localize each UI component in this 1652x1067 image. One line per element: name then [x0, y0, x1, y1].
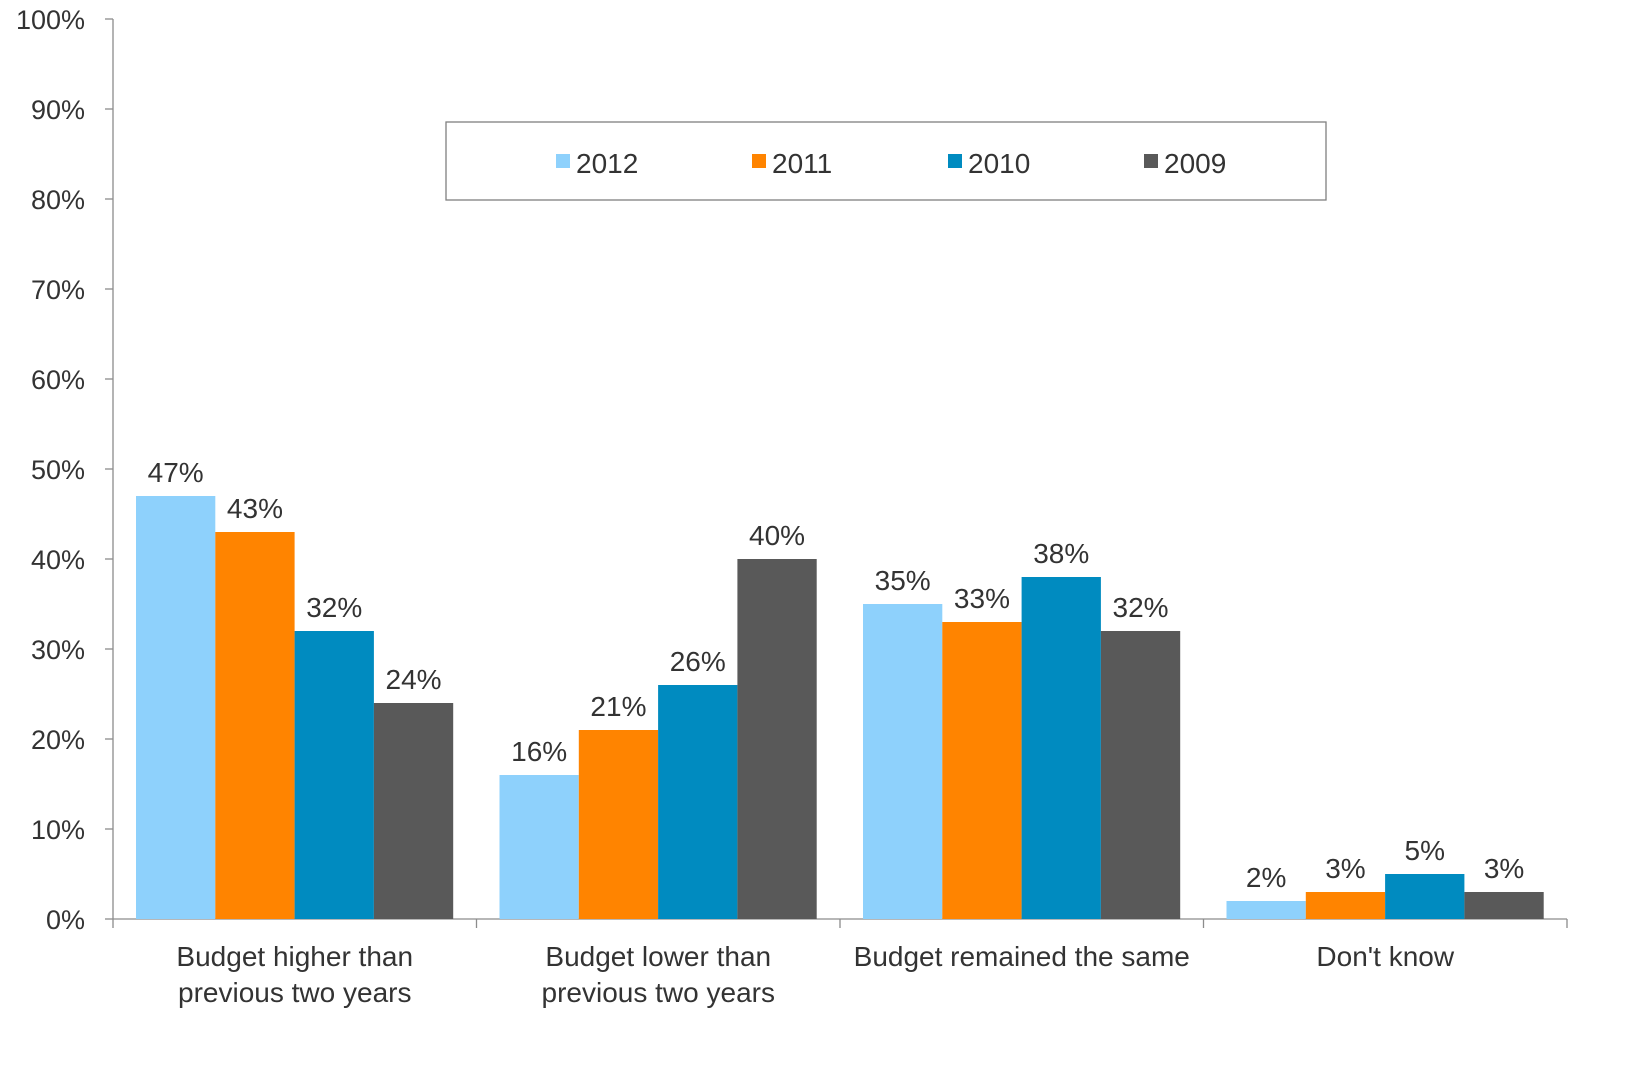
legend-label-2009: 2009 — [1164, 148, 1226, 179]
category-label: Budget remained the same — [854, 941, 1190, 972]
bar-2010-3 — [1385, 874, 1465, 919]
legend-swatch-2009 — [1144, 154, 1158, 168]
data-label: 3% — [1325, 853, 1365, 884]
legend-box — [445, 121, 1327, 201]
y-tick-label: 40% — [31, 545, 85, 575]
bar-2009-0 — [373, 703, 454, 919]
y-tick-label: 10% — [31, 815, 85, 845]
bar-2009-1 — [737, 559, 817, 919]
y-tick-label: 20% — [31, 725, 85, 755]
bar-2010-2 — [1021, 577, 1101, 919]
y-tick-label: 0% — [46, 905, 85, 935]
y-tick-label: 30% — [31, 635, 85, 665]
legend-label-2012: 2012 — [576, 148, 638, 179]
y-tick-label: 90% — [31, 95, 85, 125]
data-label: 32% — [306, 592, 362, 623]
data-label: 3% — [1484, 853, 1524, 884]
category-label: Budget lower than previous two years — [542, 941, 775, 1008]
bar-2012-0 — [136, 496, 216, 919]
category-label: Don't know — [1316, 941, 1454, 972]
bar-2010-1 — [658, 685, 738, 919]
data-label: 40% — [749, 520, 805, 551]
bar-2012-3 — [1226, 901, 1306, 919]
bar-2012-2 — [863, 604, 943, 919]
legend-swatch-2010 — [948, 154, 962, 168]
bar-2009-3 — [1464, 892, 1544, 919]
bar-2012-1 — [499, 775, 579, 919]
y-tick-label: 70% — [31, 275, 85, 305]
data-label: 33% — [954, 583, 1010, 614]
y-tick-label: 60% — [31, 365, 85, 395]
y-tick-label: 50% — [31, 455, 85, 485]
data-label: 35% — [875, 565, 931, 596]
bar-2010-0 — [294, 631, 374, 919]
y-tick-label: 80% — [31, 185, 85, 215]
bar-2011-1 — [578, 730, 659, 919]
data-label: 24% — [386, 664, 442, 695]
data-label: 47% — [148, 457, 204, 488]
legend-label-2011: 2011 — [772, 148, 832, 179]
legend-swatch-2011 — [752, 154, 766, 168]
data-label: 26% — [670, 646, 726, 677]
data-label: 38% — [1033, 538, 1089, 569]
category-label: Budget higher than previous two years — [176, 941, 413, 1008]
data-label: 43% — [227, 493, 283, 524]
data-label: 21% — [590, 691, 646, 722]
data-label: 16% — [511, 736, 567, 767]
bar-2011-2 — [942, 622, 1022, 919]
y-tick-label: 100% — [16, 5, 85, 35]
legend-label-2010: 2010 — [968, 148, 1030, 179]
bar-2011-0 — [215, 532, 295, 919]
data-label: 2% — [1246, 862, 1286, 893]
legend-swatch-2012 — [556, 154, 570, 168]
data-label: 5% — [1405, 835, 1445, 866]
bar-2011-3 — [1305, 892, 1386, 919]
data-label: 32% — [1113, 592, 1169, 623]
bar-2009-2 — [1100, 631, 1181, 919]
